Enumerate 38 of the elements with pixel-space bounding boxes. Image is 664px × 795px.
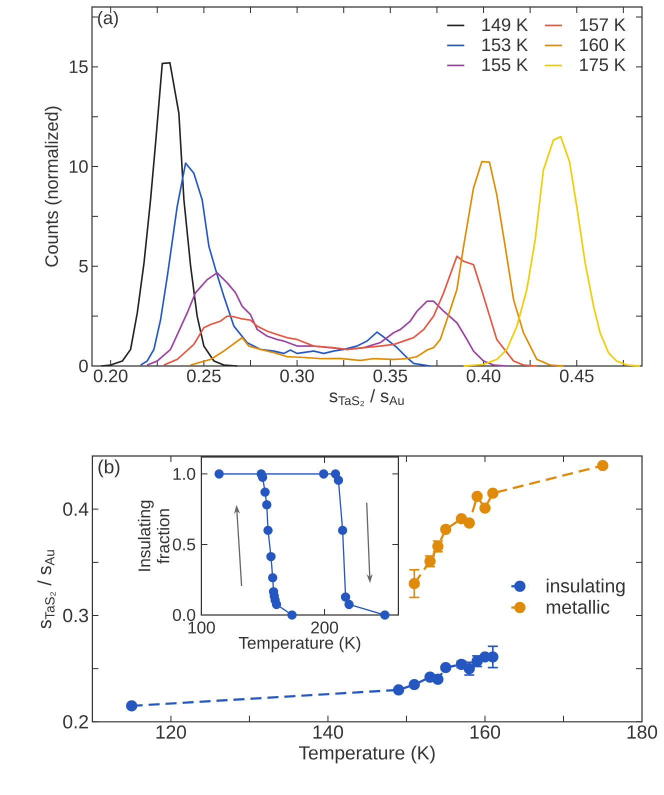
x-axis-title: Temperature (K) bbox=[238, 636, 360, 652]
legend-label: 155 K bbox=[482, 58, 528, 72]
x-axis-title: s$_{TaS₂}$ / s$_{Au}$ bbox=[330, 389, 404, 406]
x-tick-label: 140 bbox=[314, 725, 344, 739]
y-tick-label: 0.4 bbox=[63, 502, 88, 516]
y-tick-label: 0.3 bbox=[63, 608, 88, 622]
legend-label: 153 K bbox=[482, 38, 528, 52]
annotation: (a) bbox=[98, 10, 118, 28]
annotation: (b) bbox=[98, 460, 120, 478]
x-axis-title: Temperature (K) bbox=[298, 746, 435, 764]
legend-label: metallic bbox=[546, 600, 610, 614]
x-tick-label: 0.30 bbox=[280, 370, 314, 382]
legend-label: 175 K bbox=[580, 58, 626, 72]
x-tick-label: 0.45 bbox=[560, 370, 594, 382]
y-tick-label: 5 bbox=[79, 260, 88, 273]
x-tick-label: 160 bbox=[470, 725, 500, 739]
legend-label: 160 K bbox=[580, 38, 626, 52]
y-tick-label: 0.5 bbox=[172, 538, 196, 550]
x-tick-label: 180 bbox=[628, 725, 658, 739]
y-tick-label: 0 bbox=[79, 360, 88, 372]
legend-label: 157 K bbox=[580, 18, 626, 32]
y-tick-label: 0.2 bbox=[63, 715, 88, 729]
y-tick-label: 0.0 bbox=[172, 608, 196, 622]
legend-label: 149 K bbox=[482, 18, 528, 32]
y-tick-label: 1.0 bbox=[174, 468, 196, 480]
y-axis-title: Insulating fraction bbox=[138, 500, 170, 571]
y-axis-title: Counts (normalized) bbox=[44, 106, 62, 267]
x-tick-label: 0.40 bbox=[466, 370, 500, 382]
x-tick-label: 100 bbox=[188, 622, 215, 634]
y-axis-title: s$_{TaS₂}$ / s$_{Au}$ bbox=[37, 550, 56, 628]
x-tick-label: 0.35 bbox=[374, 370, 408, 382]
y-tick-label: 10 bbox=[70, 160, 88, 173]
x-tick-label: 120 bbox=[156, 725, 186, 739]
x-tick-label: 0.25 bbox=[187, 370, 221, 382]
x-tick-label: 0.20 bbox=[94, 370, 128, 382]
x-tick-label: 200 bbox=[311, 622, 338, 634]
legend-label: insulating bbox=[546, 578, 625, 596]
y-tick-label: 15 bbox=[70, 60, 88, 74]
